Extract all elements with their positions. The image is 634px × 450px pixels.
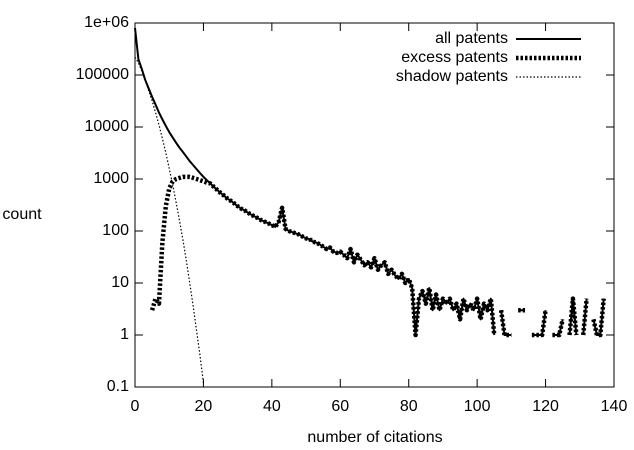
x-tick-label: 60 bbox=[331, 398, 349, 415]
y-tick-label: 0.1 bbox=[107, 378, 129, 395]
x-tick-label: 120 bbox=[532, 398, 559, 415]
x-tick-label: 40 bbox=[263, 398, 281, 415]
y-tick-label: 10000 bbox=[85, 118, 130, 135]
x-tick-label: 80 bbox=[400, 398, 418, 415]
y-axis-label: count bbox=[2, 206, 42, 223]
y-tick-label: 1000 bbox=[93, 170, 129, 187]
x-tick-label: 140 bbox=[601, 398, 628, 415]
y-tick-label: 10 bbox=[111, 274, 129, 291]
series-line bbox=[134, 56, 205, 383]
y-tick-label: 100000 bbox=[76, 66, 129, 83]
y-tick-label: 1e+06 bbox=[84, 14, 129, 31]
y-tick-label: 100 bbox=[102, 222, 129, 239]
legend-label: all patents bbox=[435, 30, 508, 47]
series-line bbox=[149, 174, 606, 338]
legend-label: excess patents bbox=[401, 49, 508, 66]
y-tick-label: 1 bbox=[120, 326, 129, 343]
plot-frame bbox=[134, 22, 615, 388]
x-tick-label: 0 bbox=[131, 398, 140, 415]
x-tick-label: 20 bbox=[195, 398, 213, 415]
x-axis-label: number of citations bbox=[307, 429, 442, 446]
x-tick-label: 100 bbox=[464, 398, 491, 415]
legend-label: shadow patents bbox=[396, 68, 508, 85]
